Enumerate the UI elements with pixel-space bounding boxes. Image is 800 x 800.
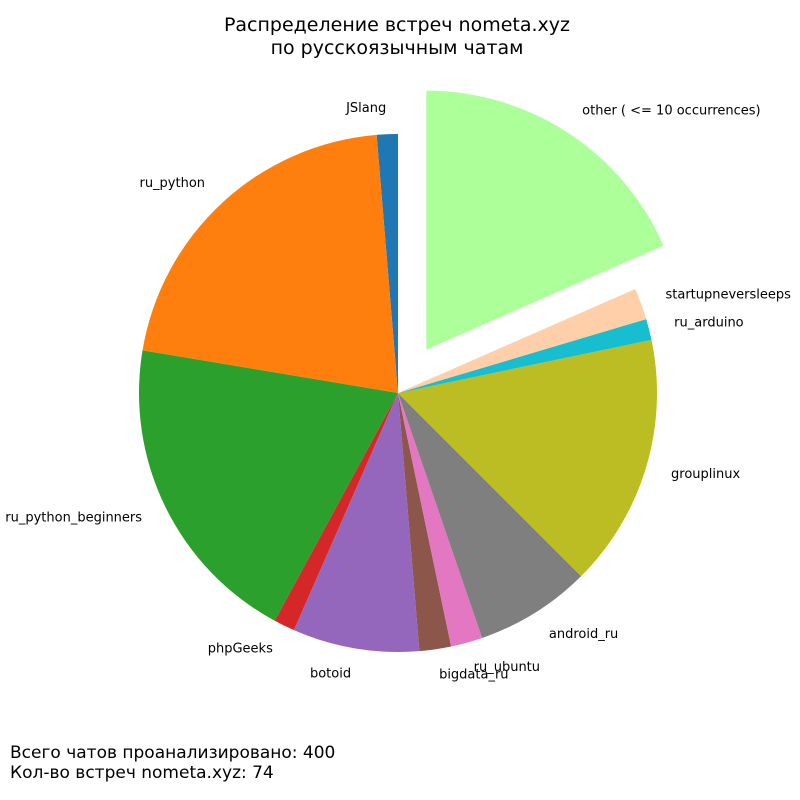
slice-label: grouplinux <box>671 467 740 482</box>
slice-label: android_ru <box>549 627 618 642</box>
pie-slice <box>398 319 652 393</box>
pie-slice <box>398 339 657 577</box>
pie-slice <box>142 134 398 393</box>
chart-title-line: по русскоязычным чатам <box>271 37 524 59</box>
slice-label: ru_ubuntu <box>474 660 540 675</box>
slice-label: startupneversleeps <box>665 287 791 302</box>
pie-slice <box>398 288 647 393</box>
slice-label: botoid <box>310 667 351 682</box>
pie-slice <box>398 393 582 638</box>
pie-slice <box>293 393 420 652</box>
chart-title-line: Распределение встреч nometa.xyz <box>224 14 570 36</box>
slice-labels: JSlang ru_python ru_python_beginners phpGee… <box>5 101 791 683</box>
pie-slice <box>376 134 398 393</box>
slice-label: other ( <= 10 occurrences) <box>582 104 760 119</box>
pie-slices <box>139 90 664 652</box>
total-chats-text: Всего чатов проанализировано: 400 <box>10 743 336 763</box>
pie-slice <box>398 393 452 652</box>
slice-label: ru_arduino <box>674 316 744 331</box>
pie-slice <box>426 90 664 350</box>
slice-label: ru_python <box>139 176 205 191</box>
pie-slice <box>139 350 398 621</box>
slice-label: phpGeeks <box>208 641 273 656</box>
slice-label: bigdata_ru <box>439 667 508 682</box>
pie-slice <box>398 393 483 647</box>
meetings-count-text: Кол-во встреч nometa.xyz: 74 <box>10 763 274 783</box>
slice-label: ru_python_beginners <box>5 511 142 526</box>
pie-slice <box>274 393 398 631</box>
slice-label: JSlang <box>345 101 386 116</box>
